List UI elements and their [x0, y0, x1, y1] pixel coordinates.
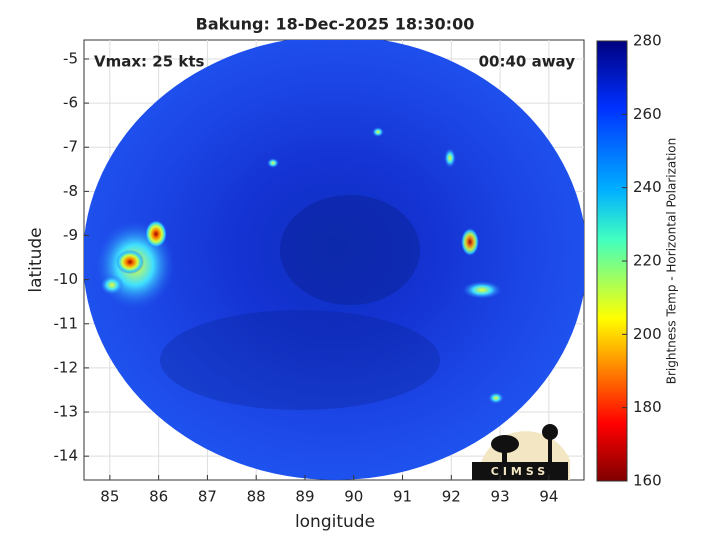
- y-tick-label: -12: [54, 358, 79, 376]
- y-axis-label: latitude: [26, 227, 46, 292]
- colorbar-tick-label: 260: [633, 105, 662, 123]
- x-tick-label: 94: [539, 488, 558, 506]
- y-tick-label: -14: [54, 447, 79, 465]
- x-tick-label: 92: [442, 488, 461, 506]
- colorbar-tick-label: 240: [633, 178, 662, 196]
- x-tick-label: 88: [247, 488, 266, 506]
- satellite-image: [84, 40, 584, 480]
- x-tick-label: 91: [393, 488, 412, 506]
- chart-title: Bakung: 18-Dec-2025 18:30:00: [196, 15, 475, 34]
- y-tick-label: -6: [63, 94, 78, 112]
- x-tick-label: 93: [491, 488, 510, 506]
- annotation: 00:40 away: [479, 53, 576, 71]
- colorbar-label: Brightness Temp - Horizontal Polarizatio…: [665, 138, 679, 385]
- x-tick-label: 86: [149, 488, 168, 506]
- x-tick-label: 89: [295, 488, 314, 506]
- y-tick-label: -9: [63, 226, 78, 244]
- x-tick-label: 85: [100, 488, 119, 506]
- y-tick-label: -5: [63, 49, 78, 67]
- colorbar-tick-label: 280: [633, 32, 662, 50]
- x-tick-label: 87: [198, 488, 217, 506]
- annotation: Vmax: 25 kts: [94, 53, 204, 71]
- y-tick-label: -11: [54, 314, 79, 332]
- y-tick-label: -7: [63, 138, 78, 156]
- y-tick-label: -13: [54, 403, 79, 421]
- y-tick-label: -8: [63, 182, 78, 200]
- x-tick-label: 90: [344, 488, 363, 506]
- x-axis-label: longitude: [295, 512, 375, 532]
- logo: CIMSS: [472, 424, 570, 480]
- logo-text: CIMSS: [491, 465, 549, 478]
- colorbar-tick-label: 200: [633, 325, 662, 343]
- colorbar-tick-label: 160: [633, 472, 662, 490]
- colorbar-tick-label: 180: [633, 398, 662, 416]
- colorbar-tick-label: 220: [633, 252, 662, 270]
- y-tick-label: -10: [54, 270, 79, 288]
